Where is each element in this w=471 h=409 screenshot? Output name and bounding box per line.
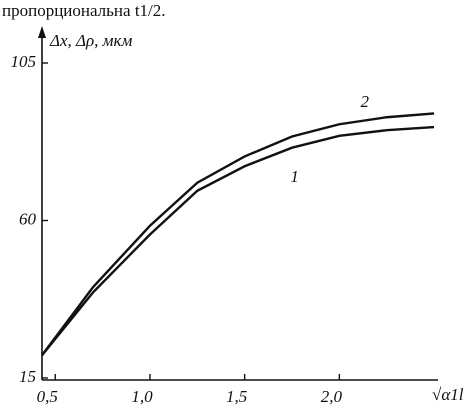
x-tick-label: 2,0	[321, 387, 343, 406]
series-line	[41, 125, 435, 357]
y-tick-label: 15	[19, 367, 36, 386]
x-axis-label: √α1l	[432, 385, 464, 404]
x-tick-label: 0,5	[37, 387, 58, 406]
caption: пропорциональна t1/2.	[2, 1, 166, 20]
y-tick-label: 105	[11, 52, 37, 71]
y-tick-label: 60	[19, 209, 37, 228]
x-tick-label: 1,0	[131, 387, 153, 406]
x-tick-label: 1,5	[226, 387, 247, 406]
series-label: 2	[360, 92, 369, 111]
y-arrow	[38, 26, 46, 38]
series-line	[41, 112, 435, 356]
y-axis-label: Δx, Δρ, мкм	[49, 31, 132, 50]
series-label: 1	[290, 167, 299, 186]
